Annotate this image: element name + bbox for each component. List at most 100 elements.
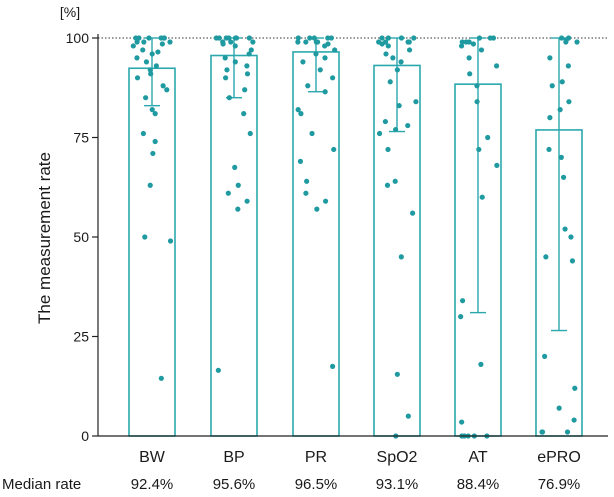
data-point <box>309 130 315 137</box>
error-bars-layer <box>144 37 567 332</box>
data-point <box>394 67 400 73</box>
data-point <box>556 405 562 411</box>
data-point <box>140 130 146 137</box>
data-point <box>478 47 485 53</box>
x-tick-label-pr: PR <box>305 449 327 466</box>
median-value-epro: 76.9% <box>538 476 581 493</box>
data-point <box>136 35 142 41</box>
data-point <box>322 198 329 204</box>
data-point <box>376 130 383 137</box>
y-tick-label: 100 <box>66 30 90 46</box>
data-point <box>405 122 411 129</box>
data-point <box>387 79 393 85</box>
data-point <box>409 210 416 216</box>
data-point <box>572 385 578 391</box>
data-point <box>242 87 248 93</box>
data-point <box>549 83 555 89</box>
data-point <box>232 164 238 170</box>
data-point <box>563 39 569 45</box>
data-point <box>134 75 141 81</box>
data-point <box>134 39 140 45</box>
data-point <box>250 39 256 45</box>
data-point <box>569 258 576 264</box>
data-point <box>476 35 483 41</box>
median-row-label: Median rate <box>2 476 81 493</box>
data-point <box>223 75 229 81</box>
data-point <box>141 39 147 45</box>
data-point <box>134 55 140 61</box>
data-point <box>241 111 247 117</box>
data-point <box>463 39 469 45</box>
data-point <box>147 67 153 73</box>
median-value-bw: 92.4% <box>131 476 174 493</box>
data-point <box>322 55 328 61</box>
data-point <box>232 35 239 41</box>
data-point <box>300 59 306 65</box>
data-point <box>379 35 385 41</box>
data-point <box>332 47 338 53</box>
y-tick-label: 50 <box>73 229 89 245</box>
data-point <box>140 47 146 53</box>
data-point <box>317 67 323 73</box>
data-point <box>390 55 396 61</box>
data-point <box>149 107 155 113</box>
data-point <box>547 115 553 121</box>
data-point <box>244 63 250 69</box>
data-point <box>385 43 391 49</box>
bar-bp <box>210 54 258 437</box>
data-point <box>232 43 238 49</box>
data-point <box>392 178 398 184</box>
data-point <box>304 178 310 184</box>
data-point <box>148 71 154 77</box>
data-point <box>313 39 319 45</box>
data-point <box>159 41 165 47</box>
data-point <box>305 83 311 89</box>
data-point <box>382 118 388 125</box>
data-point <box>474 83 480 89</box>
y-axis-unit: [%] <box>60 4 80 20</box>
data-point <box>466 55 472 61</box>
data-point <box>298 111 304 117</box>
data-point <box>566 99 572 105</box>
data-point <box>458 314 464 320</box>
points-layer <box>130 35 580 439</box>
data-point <box>303 39 309 45</box>
data-point <box>493 63 500 69</box>
data-point <box>398 59 404 65</box>
data-point <box>246 51 252 57</box>
data-point <box>559 35 565 41</box>
data-point <box>152 138 158 145</box>
median-value-pr: 96.5% <box>295 476 338 493</box>
data-point <box>152 111 158 117</box>
data-point <box>246 35 252 41</box>
data-point <box>225 190 231 196</box>
data-point <box>330 75 336 81</box>
data-point <box>295 107 301 113</box>
data-point <box>224 67 230 73</box>
data-point <box>223 35 229 41</box>
data-point <box>385 35 391 41</box>
data-point <box>222 55 228 61</box>
data-point <box>130 43 136 49</box>
median-value-at: 88.4% <box>457 476 500 493</box>
data-point <box>167 238 174 244</box>
data-point <box>325 35 331 41</box>
data-point <box>322 89 328 95</box>
data-point <box>385 146 391 153</box>
data-point <box>568 234 574 240</box>
y-tick-label: 75 <box>73 130 89 146</box>
data-point <box>150 150 156 157</box>
x-tick-label-bp: BP <box>223 449 244 466</box>
data-point <box>458 43 465 49</box>
data-point <box>398 254 404 260</box>
data-point <box>295 39 301 45</box>
y-tick-label: 25 <box>73 329 89 345</box>
data-point <box>490 35 497 41</box>
data-point <box>314 206 320 212</box>
data-point <box>478 361 484 367</box>
x-tick-label-at: AT <box>468 449 487 466</box>
bars-layer <box>128 51 583 437</box>
data-point <box>153 63 159 69</box>
data-point <box>557 107 563 113</box>
